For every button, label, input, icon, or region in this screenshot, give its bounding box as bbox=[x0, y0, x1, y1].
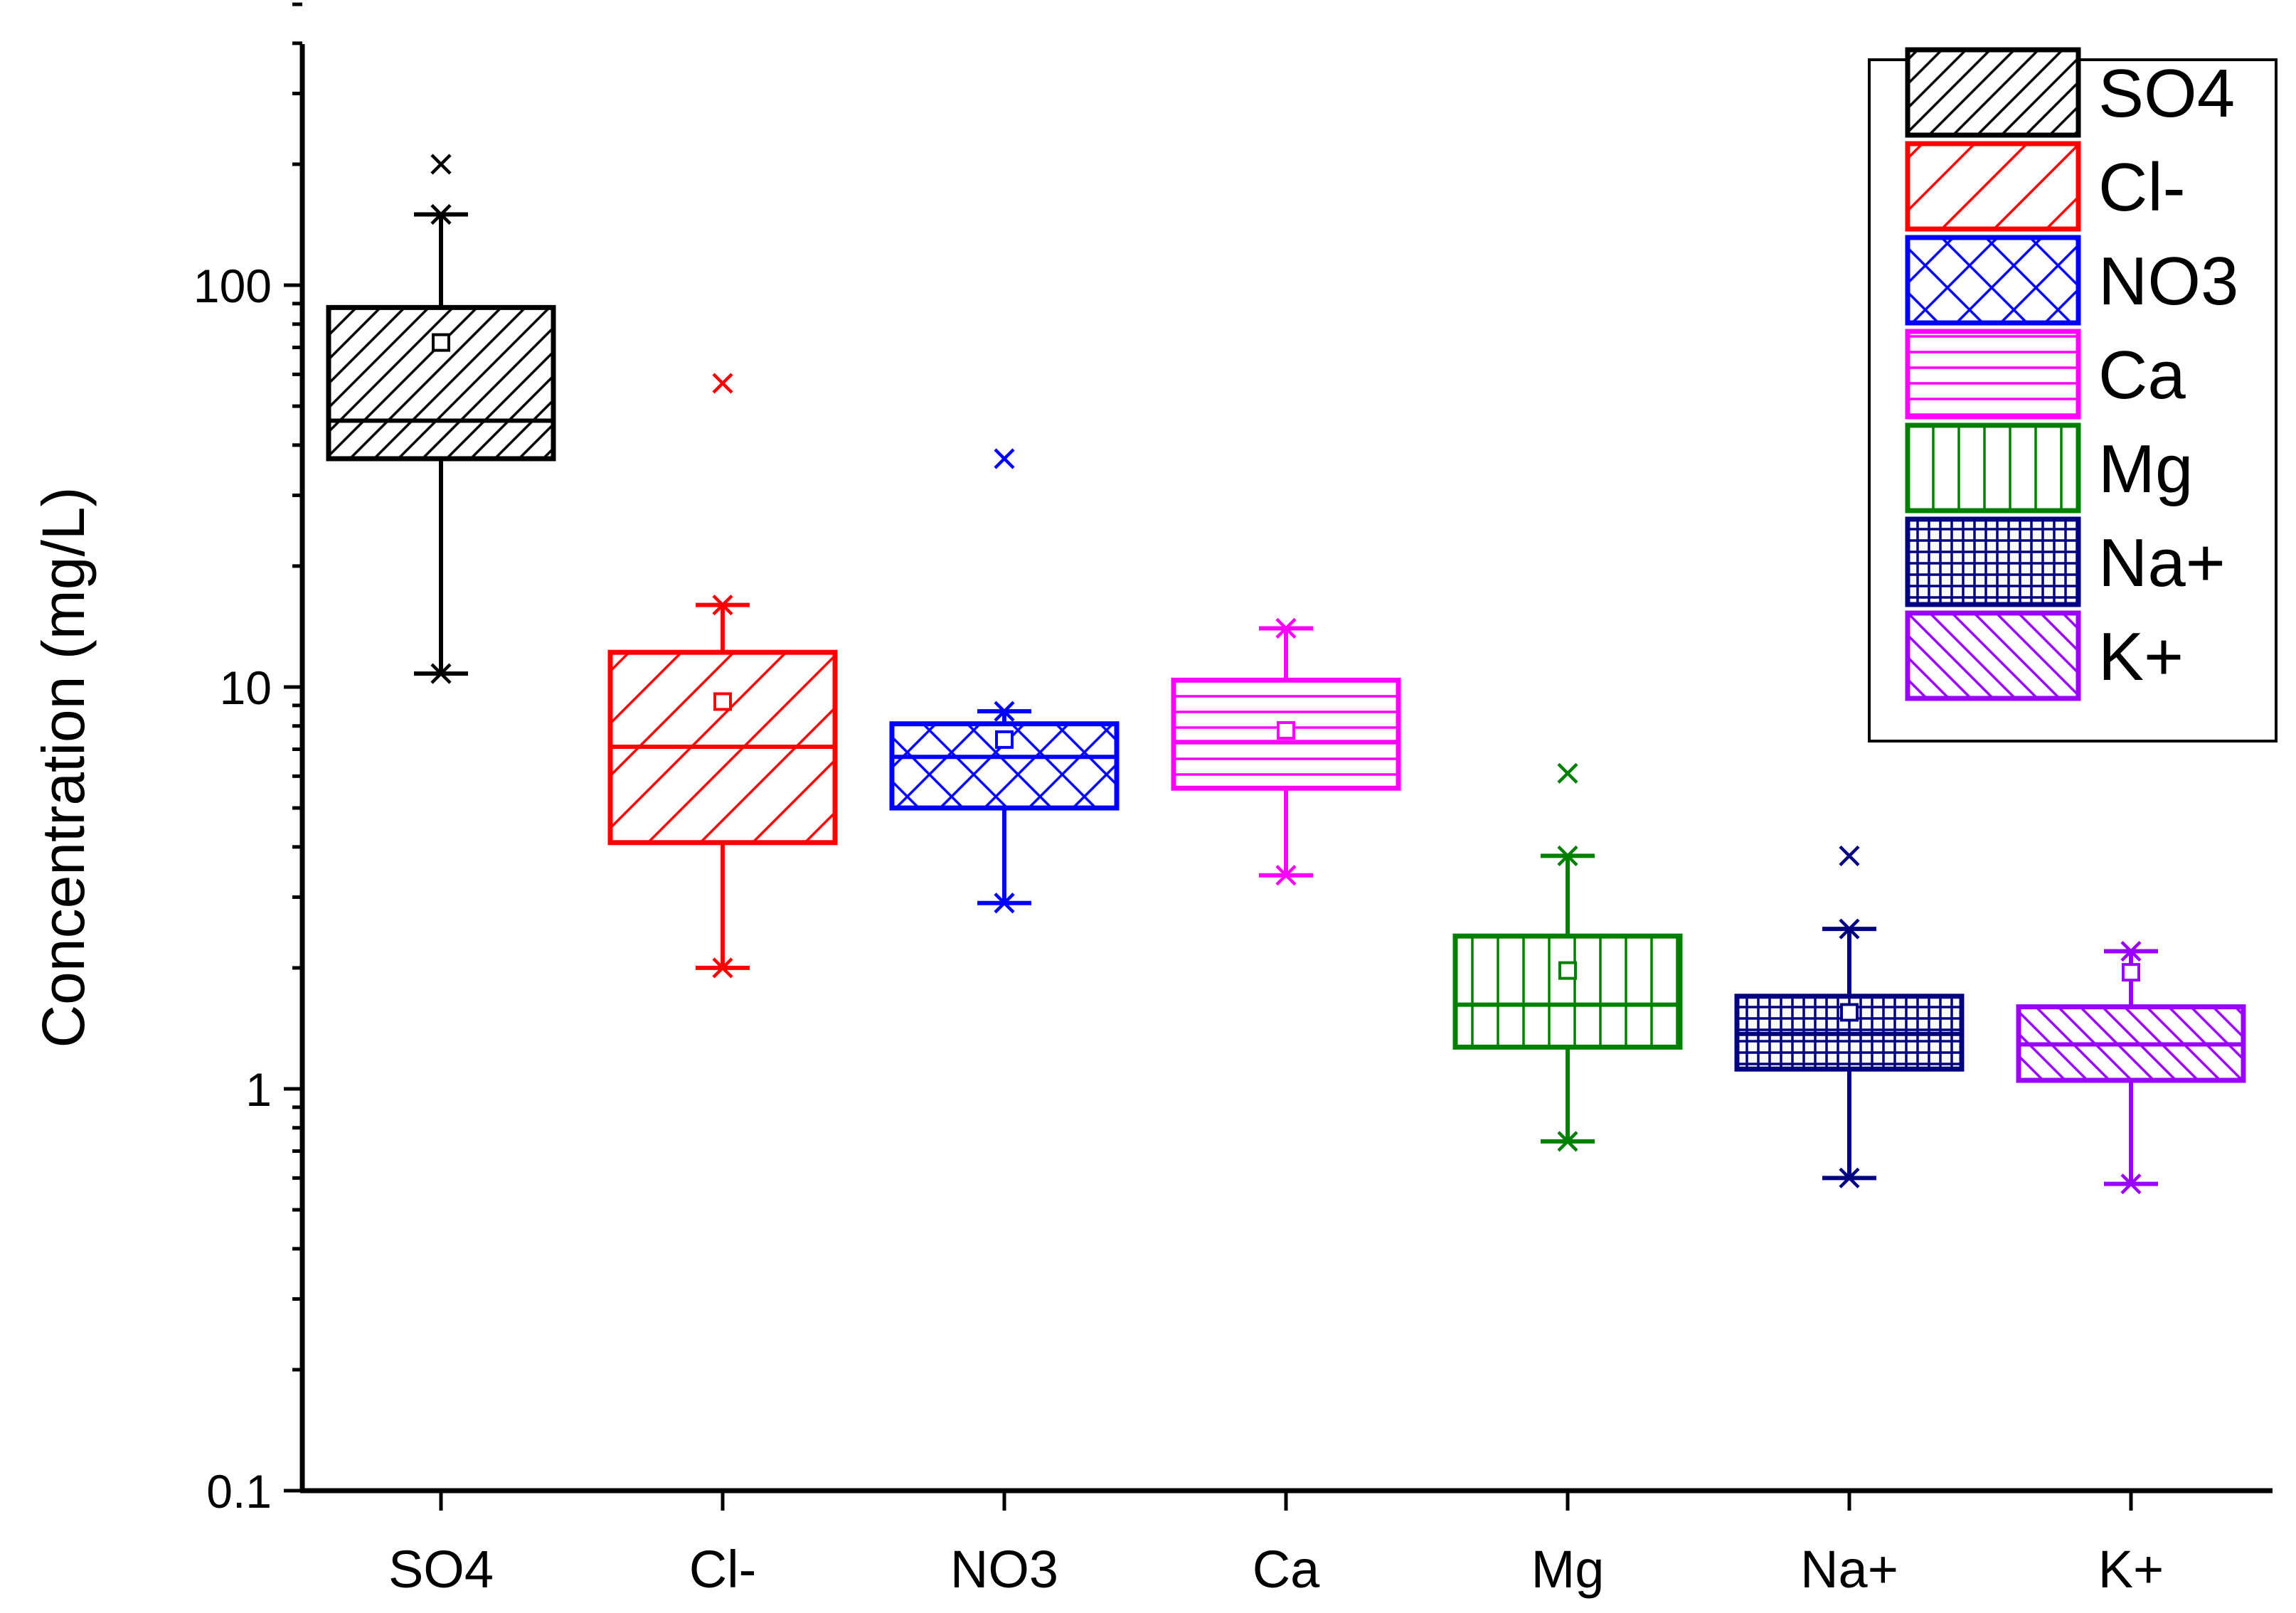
max-marker bbox=[2117, 940, 2144, 962]
x-tick-label: Cl- bbox=[689, 1540, 757, 1599]
min-marker bbox=[1272, 865, 1300, 886]
max-marker bbox=[991, 701, 1018, 722]
legend-label: Na+ bbox=[2098, 525, 2226, 601]
max-marker bbox=[1554, 845, 1581, 867]
min-marker bbox=[1836, 1167, 1863, 1188]
legend-swatch-Na+ bbox=[1905, 516, 2081, 607]
legend-swatch-Mg bbox=[1905, 422, 2081, 513]
x-tick-label: NO3 bbox=[950, 1540, 1058, 1599]
legend-swatch-K+ bbox=[1905, 610, 2081, 701]
mean-marker bbox=[1277, 720, 1295, 740]
mean-marker bbox=[432, 333, 450, 352]
legend-label: Ca bbox=[2098, 337, 2186, 413]
max-marker bbox=[427, 203, 455, 225]
outlier-marker bbox=[1839, 845, 1860, 867]
mean-marker bbox=[1558, 961, 1577, 980]
x-tick-label: Na+ bbox=[1800, 1540, 1898, 1599]
y-tick-label: 0.1 bbox=[206, 1465, 272, 1518]
mean-marker bbox=[2122, 963, 2140, 982]
outlier-marker bbox=[430, 154, 452, 175]
max-marker bbox=[1272, 617, 1300, 639]
legend-label: Cl- bbox=[2098, 149, 2186, 225]
outlier-marker bbox=[1557, 762, 1578, 784]
box-SO4 bbox=[326, 304, 556, 462]
min-marker bbox=[2117, 1173, 2144, 1195]
max-marker bbox=[709, 595, 736, 616]
outlier-marker bbox=[994, 448, 1015, 469]
box-Mg bbox=[1452, 933, 1683, 1050]
min-marker bbox=[709, 957, 736, 979]
legend-swatch-Cl- bbox=[1905, 141, 2081, 232]
y-ticks: 0.1 1 10 100 bbox=[193, 2, 302, 1518]
legend-label: Mg bbox=[2098, 431, 2193, 507]
x-tick-label: K+ bbox=[2098, 1540, 2164, 1599]
mean-marker bbox=[995, 730, 1014, 749]
mean-marker bbox=[1840, 1003, 1859, 1022]
min-marker bbox=[991, 893, 1018, 914]
max-marker bbox=[1836, 918, 1863, 939]
x-tick-label: Ca bbox=[1253, 1540, 1320, 1599]
outlier-marker bbox=[712, 373, 733, 394]
x-ticks: SO4 Cl- NO3 Ca Mg Na+ K+ bbox=[388, 1491, 2164, 1599]
y-tick-label: 10 bbox=[220, 661, 272, 714]
legend-label: SO4 bbox=[2098, 55, 2235, 132]
legend: SO4 Cl- NO3 Ca Mg Na+ K+ bbox=[1868, 47, 2278, 742]
legend-swatch-SO4 bbox=[1905, 47, 2081, 138]
min-marker bbox=[427, 663, 455, 684]
legend-label: K+ bbox=[2098, 619, 2184, 695]
y-tick-label: 100 bbox=[193, 260, 272, 312]
legend-swatch-NO3 bbox=[1905, 235, 2081, 326]
boxes bbox=[326, 154, 2246, 1195]
x-tick-label: SO4 bbox=[388, 1540, 494, 1599]
y-tick-label: 1 bbox=[245, 1063, 272, 1116]
legend-label: NO3 bbox=[2098, 243, 2238, 319]
min-marker bbox=[1554, 1131, 1581, 1152]
mean-marker bbox=[713, 692, 732, 711]
x-tick-label: Mg bbox=[1531, 1540, 1605, 1599]
legend-swatch-Ca bbox=[1905, 329, 2081, 420]
y-axis-title: Concentration (mg/L) bbox=[30, 486, 97, 1048]
